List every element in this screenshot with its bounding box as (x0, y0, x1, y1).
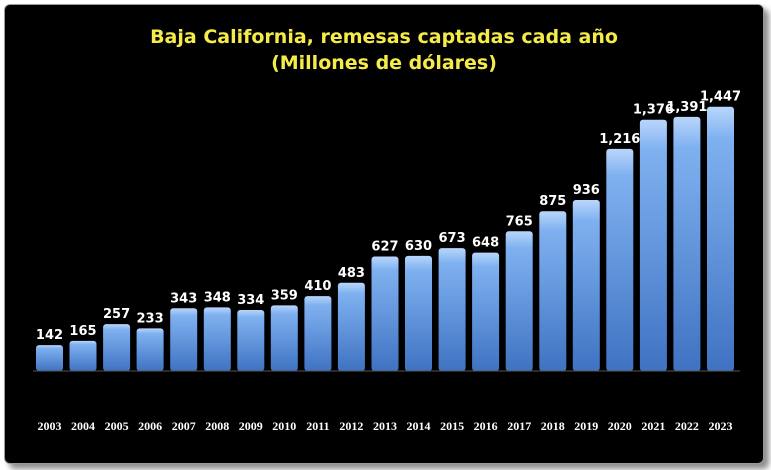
value-label-2020: 1,216 (599, 132, 640, 147)
bar-2010 (270, 305, 298, 371)
bar-2023 (707, 106, 734, 371)
x-tick-label-2015: 2015 (440, 419, 464, 433)
value-label-2014: 630 (405, 239, 432, 254)
value-label-2013: 627 (371, 240, 398, 255)
value-label-2008: 348 (204, 290, 231, 305)
chart-title: Baja California, remesas captadas cada a… (150, 26, 618, 48)
value-label-2011: 410 (304, 279, 331, 294)
bars-group: 142 2003 165 2004 257 2005 233 2006 343 2007 348 20… (36, 90, 741, 433)
x-tick-label-2013: 2013 (373, 419, 397, 433)
chart-subtitle: (Millones de dólares) (271, 52, 497, 74)
value-label-2022: 1,391 (666, 100, 707, 115)
bar-2008 (203, 307, 231, 371)
bar-2022 (673, 116, 701, 372)
value-label-2016: 648 (472, 236, 499, 251)
value-label-2009: 334 (237, 293, 264, 308)
x-tick-label-2023: 2023 (709, 419, 733, 433)
x-tick-label-2021: 2021 (641, 419, 665, 433)
bar-2007 (170, 308, 198, 371)
x-tick-label-2007: 2007 (172, 419, 196, 433)
x-tick-label-2006: 2006 (138, 419, 162, 433)
value-label-2012: 483 (338, 266, 365, 281)
value-label-2018: 875 (539, 194, 566, 209)
x-tick-label-2011: 2011 (306, 419, 329, 433)
x-tick-label-2018: 2018 (541, 419, 565, 433)
bar-2017 (505, 231, 533, 371)
x-tick-label-2010: 2010 (272, 419, 296, 433)
value-label-2003: 142 (36, 328, 63, 343)
bar-2021 (639, 119, 667, 371)
bar-2016 (472, 252, 500, 371)
bar-2018 (539, 211, 567, 371)
x-tick-label-2008: 2008 (205, 419, 229, 433)
x-tick-label-2022: 2022 (675, 419, 699, 433)
value-label-2023: 1,447 (700, 90, 741, 105)
x-tick-label-2019: 2019 (574, 419, 598, 433)
bar-2012 (337, 282, 365, 371)
value-label-2010: 359 (271, 288, 298, 303)
value-label-2015: 673 (439, 231, 466, 246)
bar-2005 (103, 324, 131, 371)
x-tick-label-2017: 2017 (507, 419, 531, 433)
bar-2015 (438, 248, 466, 371)
value-label-2021: 1,376 (633, 103, 674, 118)
x-tick-label-2005: 2005 (105, 419, 129, 433)
value-label-2017: 765 (506, 214, 533, 229)
x-tick-label-2014: 2014 (407, 419, 431, 433)
bar-2013 (371, 256, 399, 371)
bar-2011 (304, 296, 332, 371)
bar-2004 (69, 340, 97, 371)
value-label-2019: 936 (573, 183, 600, 198)
bar-2014 (405, 255, 432, 371)
bar-2009 (237, 310, 265, 371)
value-label-2006: 233 (137, 311, 164, 326)
x-tick-label-2016: 2016 (474, 419, 498, 433)
bar-2019 (572, 200, 600, 371)
x-tick-label-2004: 2004 (71, 419, 95, 433)
x-tick-label-2009: 2009 (239, 419, 263, 433)
value-label-2007: 343 (170, 291, 197, 306)
x-tick-label-2003: 2003 (38, 419, 62, 433)
bar-2020 (606, 148, 634, 371)
bar-2003 (36, 345, 63, 371)
bar-2006 (136, 328, 164, 371)
bar-chart: Baja California, remesas captadas cada a… (33, 26, 741, 433)
chart-frame: Baja California, remesas captadas cada a… (4, 4, 764, 464)
x-tick-label-2012: 2012 (339, 419, 363, 433)
x-tick-label-2020: 2020 (608, 419, 632, 433)
value-label-2004: 165 (69, 324, 96, 339)
value-label-2005: 257 (103, 307, 130, 322)
